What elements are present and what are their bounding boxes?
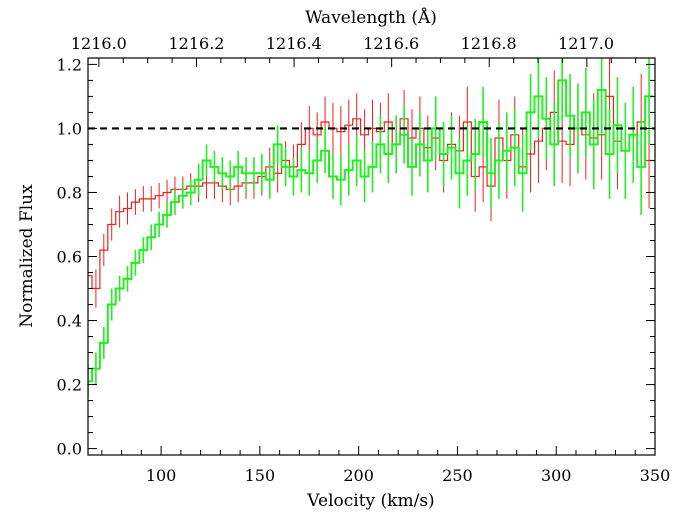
top-axis-title: Wavelength (Å) (305, 7, 437, 28)
series-layer (88, 58, 653, 398)
top-tick-label: 1216.2 (168, 34, 224, 53)
x-tick-label: 200 (343, 466, 374, 485)
x-tick-label: 250 (442, 466, 473, 485)
y-tick-label: 1.2 (57, 55, 82, 74)
x-tick-label: 300 (541, 466, 572, 485)
y-axis-title: Normalized Flux (17, 184, 37, 328)
axes-layer: 100 150 200 250 300 350 0.0 0.2 0.4 0.6 0.8 1.0 1.2 1… (57, 34, 671, 485)
x-axis-title: Velocity (km/s) (306, 491, 434, 511)
y-tick-label: 0.8 (57, 183, 82, 202)
y-tick-label: 0.4 (57, 312, 82, 331)
x-tick-label: 150 (245, 466, 276, 485)
top-tick-label: 1216.8 (461, 34, 517, 53)
series-1-line (88, 95, 653, 290)
top-tick-label: 1217.0 (558, 34, 614, 53)
top-tick-label: 1216.4 (266, 34, 322, 53)
top-tick-label: 1216.6 (363, 34, 419, 53)
y-tick-label: 0.6 (57, 248, 82, 267)
series-2-line (88, 79, 653, 383)
x-tick-label: 350 (640, 466, 671, 485)
y-tick-label: 0.2 (57, 376, 82, 395)
series-2 (88, 58, 653, 398)
x-tick-label: 100 (146, 466, 177, 485)
series-1 (88, 58, 653, 308)
y-tick-label: 0.0 (57, 440, 82, 459)
y-tick-label: 1.0 (57, 119, 82, 138)
top-tick-label: 1216.0 (71, 34, 127, 53)
